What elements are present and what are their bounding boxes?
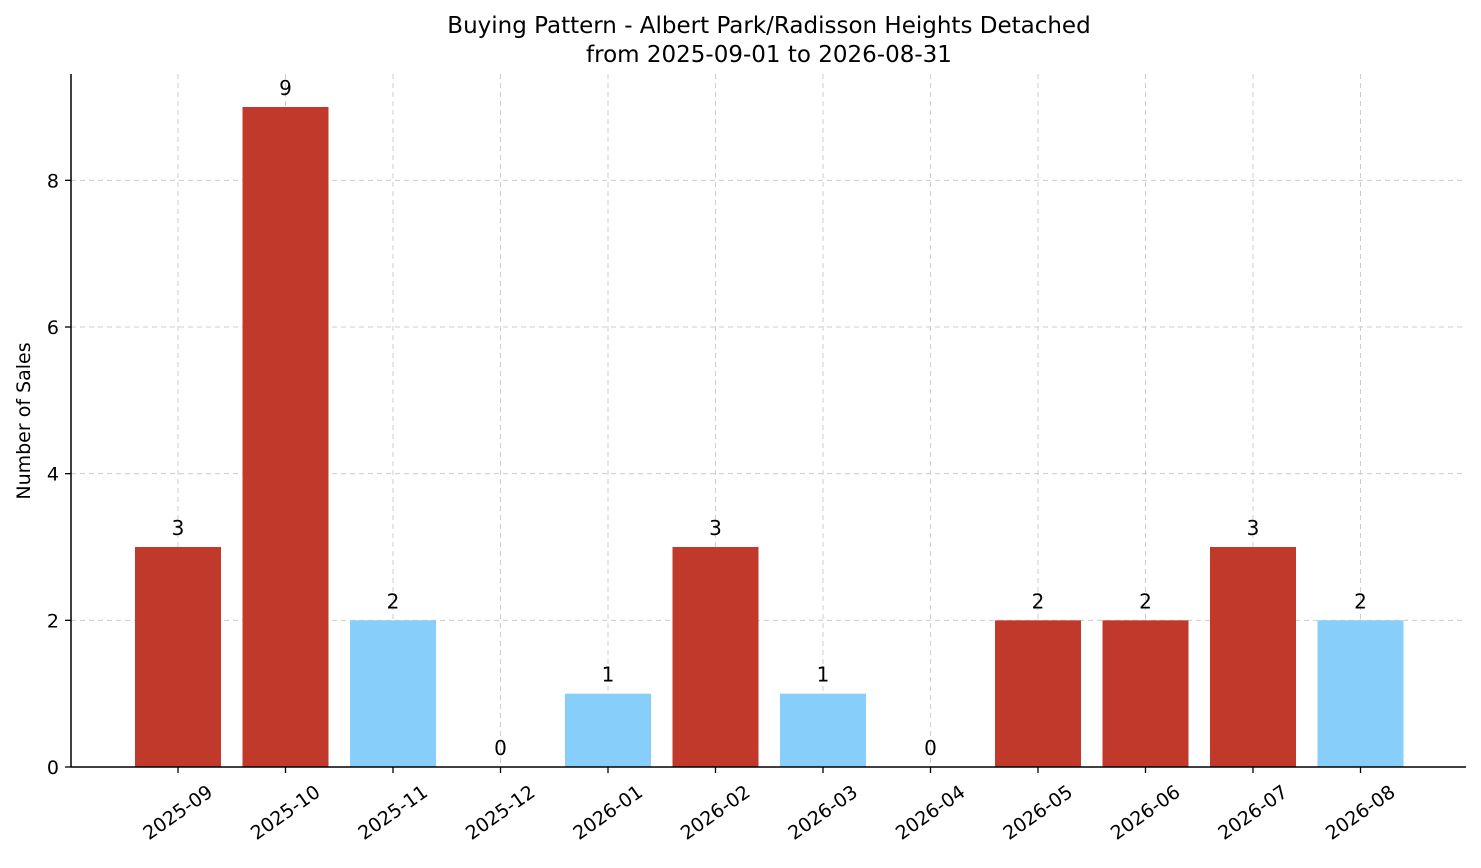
x-tick-label: 2026-03: [784, 781, 862, 845]
bar-2026-08: [1317, 620, 1404, 767]
bar-2025-10: [242, 107, 329, 767]
x-tick-label: 2026-05: [999, 781, 1077, 845]
bars: [135, 107, 1404, 767]
x-tick-label: 2025-10: [247, 781, 325, 845]
x-tick-label: 2026-01: [569, 781, 647, 845]
bar-2026-02: [672, 547, 759, 767]
bar-value-label: 2: [1139, 589, 1152, 613]
bar-value-label: 2: [387, 589, 400, 613]
x-tick-label: 2026-06: [1107, 781, 1185, 845]
bar-value-label: 2: [1354, 589, 1367, 613]
x-tick-label: 2026-07: [1214, 781, 1292, 845]
chart-title-line1: Buying Pattern - Albert Park/Radisson He…: [447, 13, 1090, 39]
bar-2025-09: [135, 547, 221, 767]
y-tick-label: 4: [47, 464, 59, 486]
bar-value-label: 2: [1032, 589, 1045, 613]
bar-value-label: 1: [817, 663, 830, 687]
bar-value-label: 0: [494, 736, 507, 760]
bar-2026-03: [780, 693, 866, 767]
y-axis-label: Number of Sales: [13, 342, 35, 499]
bar-value-label: 3: [172, 516, 185, 540]
x-tick-label: 2026-08: [1322, 781, 1400, 845]
bar-2025-11: [350, 620, 436, 767]
bar-value-label: 0: [924, 736, 937, 760]
x-tick-label: 2025-09: [139, 781, 217, 845]
bar-value-label: 9: [279, 76, 292, 100]
bar-2026-06: [1102, 620, 1189, 767]
x-tick-label: 2025-12: [462, 781, 540, 845]
bar-value-label: 3: [1247, 516, 1260, 540]
bar-2026-05: [995, 620, 1081, 767]
x-tick-label: 2026-04: [892, 781, 970, 845]
bar-2026-01: [565, 693, 651, 767]
bar-value-label: 3: [709, 516, 722, 540]
x-tick-label: 2026-02: [677, 781, 755, 845]
y-tick-label: 2: [47, 610, 59, 632]
bar-value-labels: 3 9 2 0 1 3 1 0 2 2 3 2: [172, 76, 1367, 760]
y-tick-label: 0: [47, 757, 59, 779]
y-tick-label: 6: [47, 317, 59, 339]
y-tick-label: 8: [47, 170, 59, 192]
bar-value-label: 1: [602, 663, 615, 687]
x-tick-label: 2025-11: [354, 781, 432, 845]
chart-title-line2: from 2025-09-01 to 2026-08-31: [586, 42, 952, 68]
bar-2026-07: [1210, 547, 1296, 767]
